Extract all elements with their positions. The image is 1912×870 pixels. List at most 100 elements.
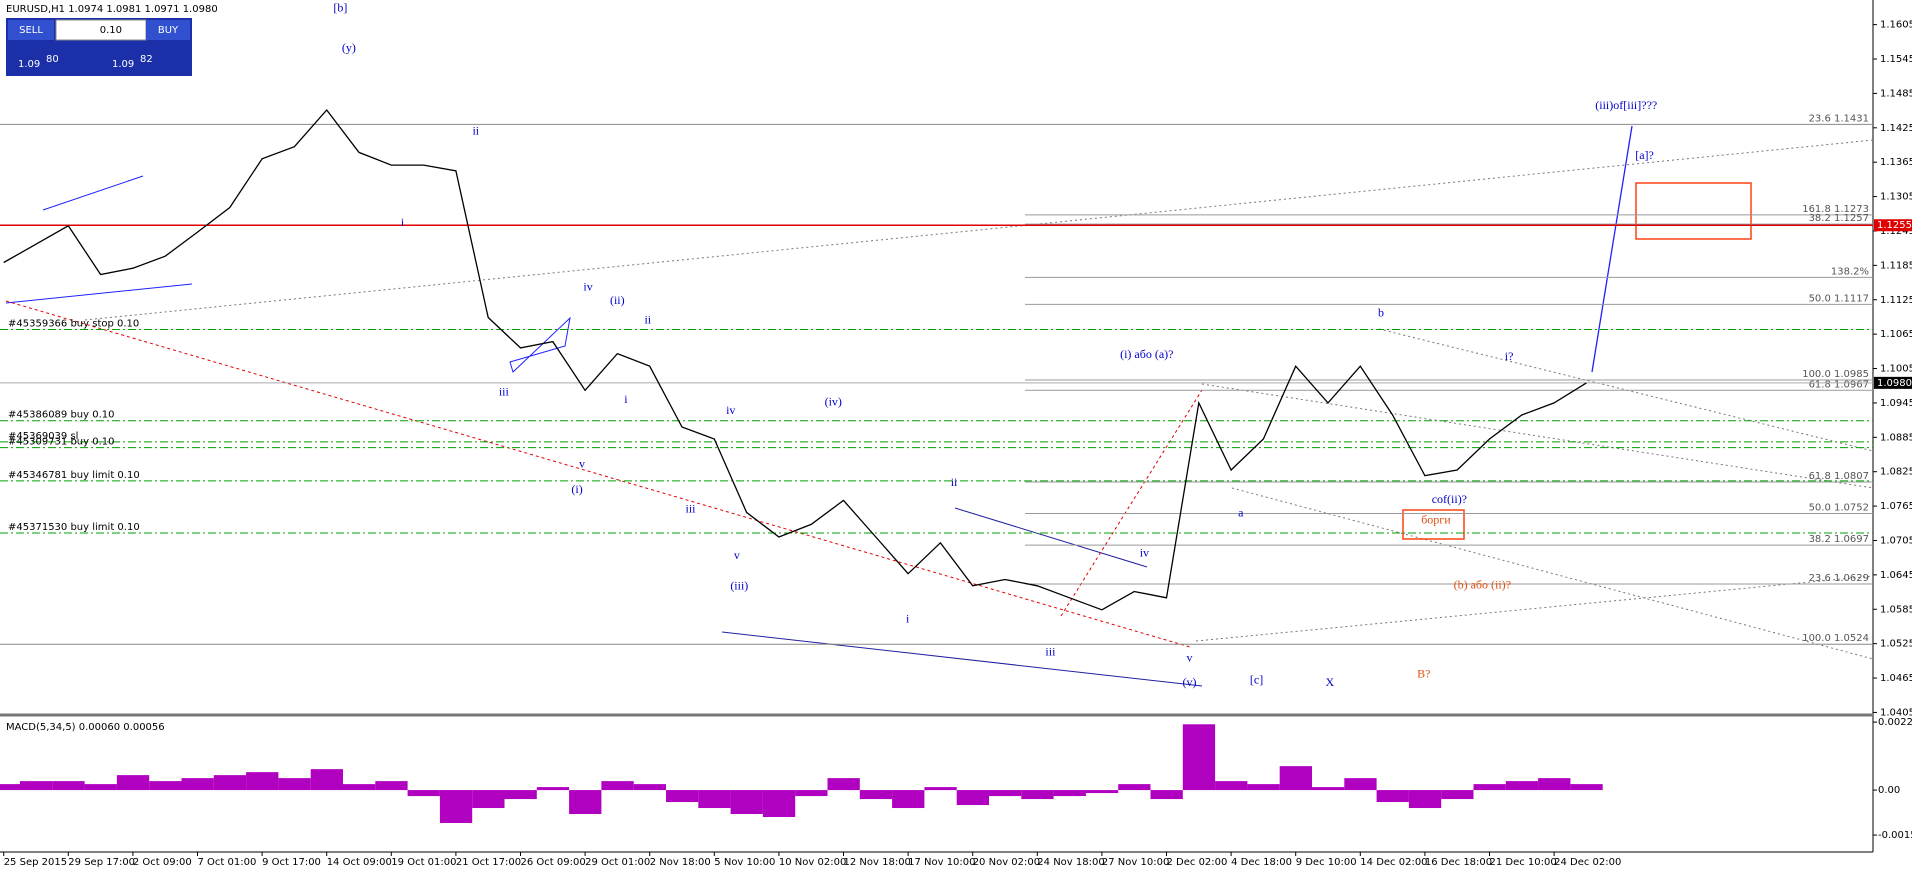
macd-bar	[439, 790, 473, 823]
x-tick-label: 9 Dec 10:00	[1296, 857, 1357, 868]
macd-bar	[956, 790, 989, 806]
y-tick-label: 1.1485	[1880, 88, 1912, 99]
sell-button[interactable]	[8, 20, 54, 40]
x-tick-label: 27 Nov 10:00	[1102, 857, 1169, 868]
wave-label: ii	[644, 313, 651, 327]
wave-label: iv	[583, 280, 592, 294]
macd-bar	[472, 790, 505, 809]
y-tick-label: 1.0825	[1880, 467, 1912, 478]
macd-bar	[536, 787, 570, 791]
x-tick-label: 16 Dec 18:00	[1425, 857, 1492, 868]
wave-label: iv	[1140, 546, 1149, 560]
x-tick-label: 17 Nov 10:00	[908, 857, 975, 868]
wave-label: (iii)of[iii]???	[1595, 98, 1657, 112]
price-tag-label: 1.1255	[1877, 220, 1912, 231]
price-line	[3, 108, 1587, 611]
y-tick-label: 1.0945	[1880, 398, 1912, 409]
macd-bar	[1376, 790, 1409, 803]
x-tick-label: 26 Oct 09:00	[521, 857, 586, 868]
x-tick-label: 20 Nov 02:00	[973, 857, 1040, 868]
wave-label: (i) або (a)?	[1120, 347, 1173, 361]
wave-label: (i)	[571, 482, 582, 496]
y-tick-label: 1.1305	[1880, 192, 1912, 203]
wave-label: (y)	[342, 41, 356, 55]
x-tick-label: 10 Nov 02:00	[779, 857, 846, 868]
macd-bar	[1312, 787, 1345, 791]
macd-bar	[1118, 784, 1151, 791]
macd-bar	[181, 778, 214, 791]
fib-label: 161.8 1.1273	[1802, 204, 1869, 215]
wave-label: cof(ii)?	[1432, 492, 1467, 506]
macd-bar	[149, 781, 182, 791]
macd-bar	[310, 769, 343, 791]
trendlines	[5, 125, 1874, 687]
macd-bar	[859, 790, 893, 800]
macd-bar	[730, 790, 763, 815]
x-tick-label: 21 Dec 10:00	[1490, 857, 1557, 868]
y-tick-label: 1.1125	[1880, 295, 1912, 306]
y-tick-label: 1.0885	[1880, 432, 1912, 443]
price-tag	[1874, 376, 1912, 389]
sell-label[interactable]: SELL	[19, 25, 43, 36]
order-label: #45309731 buy 0.10	[8, 437, 115, 448]
x-tick-label: 2 Dec 02:00	[1167, 857, 1228, 868]
macd-bar	[601, 781, 634, 791]
wave-label: v	[579, 457, 585, 471]
macd-bar	[1441, 790, 1474, 800]
trendline	[954, 507, 1148, 568]
lot-value[interactable]: 0.10	[100, 25, 122, 36]
wave-label: [a]?	[1635, 148, 1654, 162]
order-label: #45371530 buy limit 0.10	[8, 522, 140, 533]
projection-line	[1591, 125, 1633, 373]
trade-panel: SELL 0.10 BUY 1.09 80 1.09 82	[6, 18, 192, 76]
x-tick-label: 24 Dec 02:00	[1554, 857, 1621, 868]
macd-bar	[1021, 790, 1054, 800]
label-box	[1402, 509, 1465, 540]
x-tick-label: 25 Sep 2015	[4, 857, 67, 868]
wave-label: i?	[1505, 349, 1514, 363]
wave-label: a	[1238, 505, 1244, 519]
macd-bar	[116, 775, 150, 791]
macd-bar	[52, 781, 85, 791]
macd-bar	[892, 790, 925, 809]
macd-bar	[1215, 781, 1248, 791]
trendline	[42, 175, 144, 211]
macd-bar	[827, 778, 860, 791]
wave-label: борги	[1421, 513, 1451, 527]
macd-bar	[0, 784, 20, 791]
fib-label: 138.2%	[1831, 266, 1869, 277]
trendline	[5, 283, 193, 304]
trendline	[1201, 383, 1874, 489]
wave-label: v	[734, 548, 740, 562]
wave-label: i	[624, 392, 628, 406]
x-tick-label: 14 Oct 09:00	[327, 857, 392, 868]
price-tag-label: 1.0980	[1877, 378, 1912, 389]
fib-label: 100.0 1.0985	[1802, 369, 1869, 380]
macd-bar	[924, 787, 957, 791]
order-label: #45386089 buy 0.10	[8, 410, 115, 421]
buy-button[interactable]	[146, 20, 190, 40]
macd-tick-label: -0.001504	[1878, 830, 1912, 841]
wave-label: v	[1187, 651, 1193, 665]
macd-bar	[1247, 784, 1280, 791]
x-tick-label: 14 Dec 02:00	[1360, 857, 1427, 868]
macd-bar	[278, 778, 311, 791]
x-tick-label: 4 Dec 18:00	[1231, 857, 1292, 868]
channel	[509, 316, 571, 373]
y-tick-label: 1.1065	[1880, 329, 1912, 340]
x-tick-label: 2 Oct 09:00	[133, 857, 192, 868]
macd-bar	[84, 784, 117, 791]
macd-bar	[666, 790, 699, 803]
y-tick-label: 1.1245	[1880, 226, 1912, 237]
fib-label: 50.0 1.0752	[1809, 503, 1869, 514]
macd-tick-label: 0.002273	[1878, 717, 1912, 728]
y-tick-label: 1.0645	[1880, 570, 1912, 581]
wave-label: X	[1325, 675, 1334, 689]
wave-label: iii	[499, 385, 510, 399]
x-tick-label: 7 Oct 01:00	[198, 857, 257, 868]
macd-bar	[504, 790, 537, 800]
wave-label: b	[1378, 305, 1384, 319]
fib-label: 38.2 1.0697	[1809, 534, 1869, 545]
buy-label[interactable]: BUY	[158, 25, 179, 36]
